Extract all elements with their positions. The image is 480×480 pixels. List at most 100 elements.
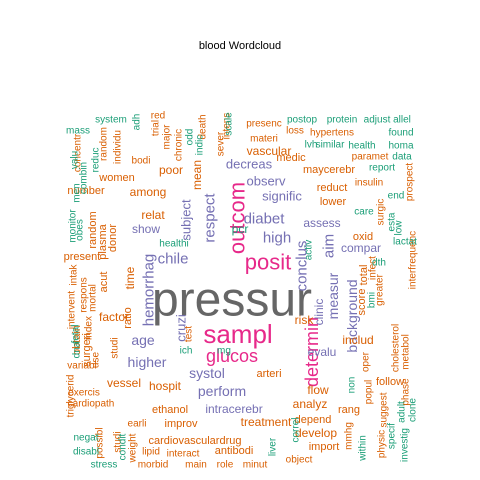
word-relat: relat (141, 208, 165, 222)
word-dth: dth (372, 258, 386, 269)
word-correl: correl (291, 417, 302, 442)
word-mortal: mortal (88, 284, 99, 312)
word-mg: mg (217, 346, 231, 357)
word-intracerebr: intracerebr (205, 402, 262, 416)
word-chile: chile (158, 251, 189, 268)
word-arteri: arteri (256, 368, 281, 380)
word-ich: ich (180, 346, 193, 357)
word-ratio: ratio (122, 307, 134, 328)
word-specif: specif (387, 423, 398, 449)
word-test: test (184, 326, 195, 342)
word-interact: interact (167, 449, 200, 460)
word-includ: includ (342, 333, 373, 347)
word-vessel: vessel (107, 376, 141, 390)
word-obtain: obtain (71, 325, 83, 355)
word-reduct: reduct (317, 182, 348, 194)
word-depend: depend (295, 414, 332, 426)
word-insulin: insulin (355, 178, 383, 189)
word-analyz: analyz (293, 397, 328, 411)
word-liver: liver (268, 437, 279, 456)
word-chronic: chronic (174, 129, 185, 161)
word-age: age (131, 332, 155, 348)
word-intens: intens (222, 113, 233, 140)
word-valu: valu (70, 151, 81, 169)
word-odd: odd (185, 129, 196, 146)
word-cardiopath: cardiopath (68, 399, 115, 410)
word-clinic: clinic (312, 299, 326, 326)
word-women: women (98, 172, 134, 184)
word-flow: flow (307, 383, 329, 397)
word-develop: develop (295, 426, 337, 440)
word-antibodi: antibodi (215, 445, 254, 457)
word-glucos: glucos (206, 346, 258, 366)
word-materi: materi (250, 134, 278, 145)
word-treatment: treatment (241, 415, 292, 429)
word-pcr: pcr (232, 222, 249, 236)
word-red: red (151, 111, 165, 122)
word-greater: greater (375, 273, 386, 305)
word-improv: improv (164, 418, 198, 430)
word-oper: oper (361, 351, 372, 372)
word-bodi: bodi (132, 156, 151, 167)
word-medic: medic (276, 152, 306, 164)
word-donor: donor (107, 224, 119, 252)
word-cruzi: cruzi (174, 314, 189, 342)
word-activ: activ (304, 240, 315, 261)
word-non: non (347, 377, 358, 394)
word-studi: studi (113, 431, 124, 452)
word-aim: aim (321, 234, 338, 258)
word-investig: investig (400, 428, 411, 462)
word-concentr: concentr (73, 133, 84, 172)
word-earli: earli (128, 419, 147, 430)
word-poor: poor (159, 163, 183, 177)
word-outcom: outcom (225, 182, 250, 254)
word-healthi: healthi (159, 239, 188, 250)
word-prospect: prospect (405, 163, 416, 202)
word-low: low (394, 220, 405, 236)
word-posit: posit (245, 250, 291, 275)
word-morbid: morbid (138, 460, 169, 471)
word-respect: respect (202, 193, 219, 243)
word-sampl: sampl (203, 319, 272, 349)
word-mmhg: mmhg (344, 422, 355, 450)
word-physic: physic (377, 430, 388, 458)
word-rang: rang (338, 404, 360, 416)
word-popul: popul (364, 380, 375, 404)
word-sever: sever (216, 131, 227, 156)
word-cholesterol: cholesterol (391, 324, 402, 372)
word-perform: perform (198, 383, 246, 399)
word-weight: weight (128, 433, 139, 463)
word-presenc: presenc (246, 119, 282, 130)
word-end: end (388, 191, 405, 202)
word-higher: higher (128, 354, 167, 370)
word-obes: obes (75, 219, 86, 241)
word-decreas: decreas (226, 157, 273, 172)
word-factor: factor (99, 310, 129, 324)
word-risk: risk (295, 313, 315, 327)
word-possibl: possibl (95, 427, 106, 458)
word-postop: postop (287, 115, 317, 126)
word-disabl: disabl (73, 447, 99, 458)
word-dna: dna (72, 341, 83, 358)
word-respons: respons (79, 277, 90, 313)
word-allel: allel (393, 115, 411, 126)
word-oxid: oxid (353, 231, 373, 243)
word-interfrequenc: interfrequenc (408, 231, 419, 289)
word-maycerebr: maycerebr (303, 164, 355, 176)
word-within: within (358, 435, 369, 462)
word-protein: protein (327, 115, 358, 126)
word-homa: homa (388, 141, 413, 152)
word-trial: trial (151, 120, 162, 136)
word-cardiovasculardrug: cardiovasculardrug (149, 435, 242, 447)
word-intervent: intervent (67, 291, 78, 330)
word-use: use (91, 352, 102, 369)
word-index: index (84, 316, 95, 340)
word-score: score (356, 289, 368, 316)
word-background: background (344, 279, 360, 352)
word-paramet: paramet (352, 152, 389, 163)
word-minut: minut (243, 460, 268, 471)
word-major: major (162, 124, 173, 150)
word-triglycerid: triglycerid (66, 375, 77, 418)
word-observ: observ (246, 174, 286, 189)
